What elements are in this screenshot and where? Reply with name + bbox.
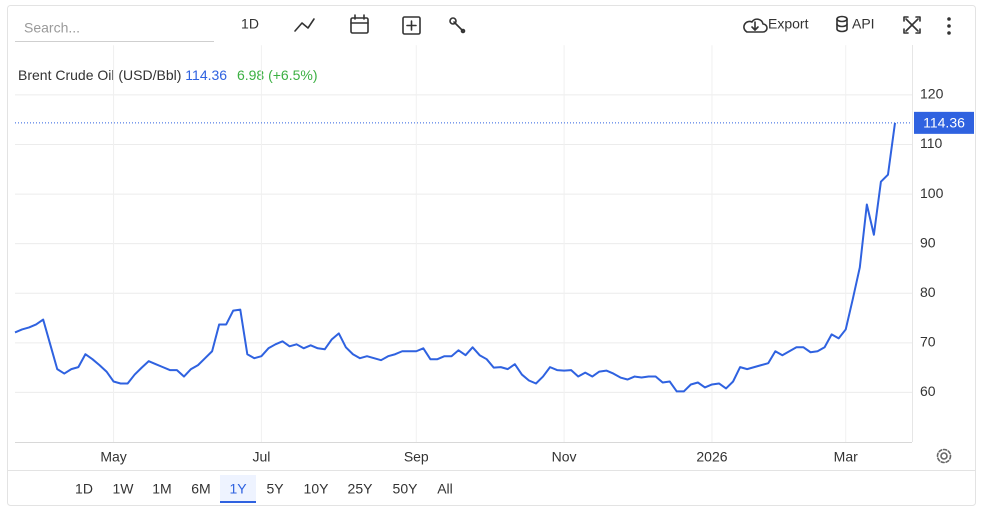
range-button[interactable]: 1M: [152, 481, 171, 497]
x-tick-label: Sep: [404, 449, 429, 465]
active-range-bg: [220, 475, 256, 503]
y-tick-label: 120: [920, 86, 944, 102]
export-button[interactable]: Export: [768, 16, 809, 32]
title: Brent Crude Oil (USD/Bbl): [18, 67, 181, 83]
range-button[interactable]: 6M: [191, 481, 210, 497]
last-price-tag: [914, 111, 974, 134]
menu-icon[interactable]: [947, 17, 951, 35]
y-tick-label: 70: [920, 334, 936, 350]
grid: 60 70 80 90 100 110 120 May Jul Sep Nov 2026 Mar: [15, 45, 944, 465]
plot: 114.36: [14, 111, 974, 393]
api-button[interactable]: API: [852, 16, 875, 32]
interval-button[interactable]: 1D: [241, 16, 259, 32]
range-button[interactable]: 5Y: [266, 481, 284, 497]
x-tick-label: May: [100, 449, 126, 465]
settings-icon[interactable]: [936, 448, 952, 464]
export-icon[interactable]: [743, 18, 768, 33]
price: 114.36: [185, 67, 227, 83]
range-button[interactable]: 1D: [75, 481, 93, 497]
x-tick-label: 2026: [696, 449, 727, 465]
range-button[interactable]: All: [437, 481, 453, 497]
range-button[interactable]: 50Y: [393, 481, 419, 497]
y-tick-label: 100: [920, 185, 944, 201]
range-button[interactable]: 25Y: [348, 481, 374, 497]
x-tick-label: Nov: [552, 449, 577, 465]
range-bar: 1D 1W 1M 6M 1Y 5Y 10Y 25Y 50Y All: [75, 475, 453, 503]
indicator-icon[interactable]: [402, 16, 421, 35]
instrument-title: Brent Crude Oil (USD/Bbl) 114.36 6.98 (+…: [18, 67, 318, 83]
api-icon[interactable]: [836, 15, 848, 33]
range-button[interactable]: 10Y: [304, 481, 330, 497]
y-tick-label: 60: [920, 383, 936, 399]
last-price-label: 114.36: [923, 115, 965, 131]
y-tick-label: 110: [920, 135, 943, 151]
chart-type-icon[interactable]: [294, 18, 315, 32]
tools-icon[interactable]: [449, 17, 466, 34]
range-button[interactable]: 1Y: [229, 481, 247, 497]
x-tick-label: Mar: [834, 449, 858, 465]
search-input[interactable]: Search...: [24, 20, 80, 36]
change: 6.98 (+6.5%): [237, 67, 318, 83]
y-tick-label: 90: [920, 234, 936, 250]
y-tick-label: 80: [920, 284, 936, 300]
fullscreen-icon[interactable]: [903, 16, 921, 34]
calendar-icon[interactable]: [350, 14, 369, 34]
x-tick-label: Jul: [252, 449, 270, 465]
price-line: [14, 122, 896, 393]
range-button[interactable]: 1W: [113, 481, 135, 497]
